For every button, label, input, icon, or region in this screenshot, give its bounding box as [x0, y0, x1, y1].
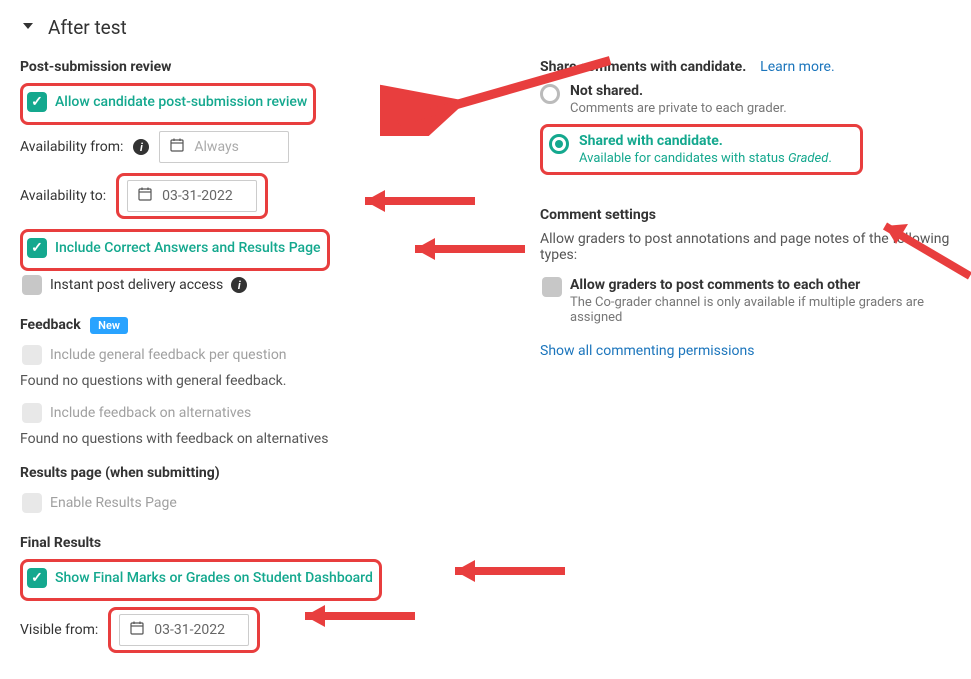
- comment-settings-heading: Comment settings: [540, 207, 951, 223]
- visible-from-value: 03-31-2022: [154, 622, 225, 638]
- feedback-heading-text: Feedback: [20, 317, 81, 333]
- not-shared-row[interactable]: Not shared. Comments are private to each…: [540, 83, 951, 116]
- chevron-down-icon: [20, 18, 36, 38]
- shared-title: Shared with candidate.: [579, 133, 832, 149]
- show-final-label: Show Final Marks or Grades on Student Da…: [55, 570, 373, 586]
- instant-checkbox[interactable]: [22, 275, 42, 295]
- enable-results-checkbox: [22, 493, 42, 513]
- shared-radio[interactable]: [549, 134, 569, 154]
- instant-row[interactable]: Instant post delivery access i: [20, 271, 500, 299]
- include-correct-label: Include Correct Answers and Results Page: [55, 240, 321, 256]
- shared-sub: Available for candidates with status Gra…: [579, 151, 832, 166]
- comment-intro: Allow graders to post annotations and pa…: [540, 231, 951, 263]
- include-correct-checkbox[interactable]: [27, 238, 47, 258]
- calendar-icon: [138, 187, 152, 205]
- not-shared-title: Not shared.: [570, 83, 787, 99]
- results-page-heading: Results page (when submitting): [20, 465, 500, 481]
- shared-row[interactable]: Shared with candidate. Available for can…: [549, 133, 832, 166]
- general-feedback-row: Include general feedback per question: [20, 341, 500, 369]
- calendar-icon: [130, 621, 144, 639]
- allow-each-other-row[interactable]: Allow graders to post comments to each o…: [540, 273, 951, 329]
- new-badge: New: [90, 317, 128, 334]
- post-review-heading: Post-submission review: [20, 59, 500, 75]
- final-results-heading: Final Results: [20, 535, 500, 551]
- enable-results-row: Enable Results Page: [20, 489, 500, 517]
- section-title: After test: [48, 16, 127, 39]
- section-toggle[interactable]: After test: [20, 16, 951, 39]
- instant-label: Instant post delivery access: [50, 277, 223, 293]
- visible-from-input[interactable]: 03-31-2022: [119, 614, 249, 646]
- avail-from-label: Availability from:: [20, 139, 123, 155]
- feedback-helper1: Found no questions with general feedback…: [20, 373, 500, 389]
- show-all-permissions-link[interactable]: Show all commenting permissions: [540, 343, 754, 359]
- calendar-icon: [170, 138, 184, 156]
- enable-results-label: Enable Results Page: [50, 495, 177, 511]
- alt-feedback-checkbox: [22, 403, 42, 423]
- share-heading: Share comments with candidate.: [540, 59, 746, 75]
- shared-sub-em: Graded: [788, 151, 828, 166]
- alt-feedback-row: Include feedback on alternatives: [20, 399, 500, 427]
- shared-sub-end: .: [828, 151, 831, 166]
- allow-post-review-row[interactable]: Allow candidate post-submission review: [25, 88, 309, 116]
- show-final-checkbox[interactable]: [27, 568, 47, 588]
- allow-each-other-checkbox[interactable]: [542, 277, 562, 297]
- general-feedback-checkbox: [22, 345, 42, 365]
- info-icon[interactable]: i: [133, 139, 149, 155]
- allow-each-other-title: Allow graders to post comments to each o…: [570, 277, 949, 293]
- avail-to-label: Availability to:: [20, 188, 106, 204]
- avail-to-value: 03-31-2022: [162, 188, 233, 204]
- avail-from-input[interactable]: Always: [159, 131, 289, 163]
- avail-from-placeholder: Always: [194, 139, 238, 155]
- learn-more-link[interactable]: Learn more.: [760, 59, 835, 75]
- visible-from-label: Visible from:: [20, 622, 98, 638]
- allow-each-other-sub: The Co-grader channel is only available …: [570, 295, 949, 325]
- allow-post-review-label: Allow candidate post-submission review: [55, 94, 307, 110]
- not-shared-radio[interactable]: [540, 84, 560, 104]
- alt-feedback-label: Include feedback on alternatives: [50, 405, 251, 421]
- feedback-helper2: Found no questions with feedback on alte…: [20, 431, 500, 447]
- general-feedback-label: Include general feedback per question: [50, 347, 287, 363]
- avail-to-input[interactable]: 03-31-2022: [127, 180, 257, 212]
- allow-post-review-checkbox[interactable]: [27, 92, 47, 112]
- info-icon[interactable]: i: [231, 277, 247, 293]
- show-final-row[interactable]: Show Final Marks or Grades on Student Da…: [25, 564, 375, 592]
- include-correct-row[interactable]: Include Correct Answers and Results Page: [25, 234, 323, 262]
- shared-sub-text: Available for candidates with status: [579, 151, 788, 166]
- feedback-heading: Feedback New: [20, 317, 500, 333]
- not-shared-sub: Comments are private to each grader.: [570, 101, 787, 116]
